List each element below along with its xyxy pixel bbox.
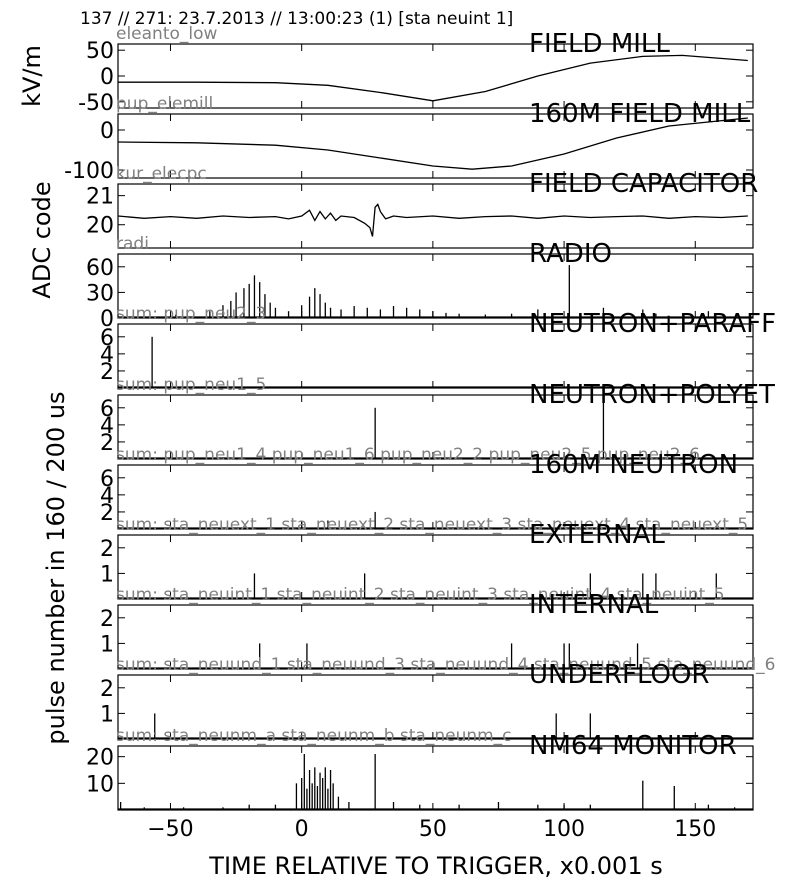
y-tick-label: 2 — [100, 501, 114, 526]
y-tick-label: 60 — [86, 256, 114, 281]
x-tick-label: 50 — [419, 817, 447, 842]
y-tick-label: 2 — [100, 677, 114, 702]
panel-1: 0 -100 pup_elemill 160M FIELD MILL — [64, 94, 754, 184]
panel-frame — [117, 745, 754, 811]
panel-sensor-label: eleanto_low — [116, 24, 218, 44]
y-label-kvm: kV/m — [18, 45, 46, 107]
panel-title: UNDERFLOOR — [529, 660, 710, 690]
panel-frame — [117, 674, 754, 740]
x-axis-label: TIME RELATIVE TO TRIGGER, x0.001 s — [208, 852, 662, 880]
panel-4: 642 sum: pup_neu2_3 NEUTRON+PARAFF — [100, 304, 776, 389]
x-tick-label: −50 — [147, 817, 193, 842]
panel-8: 21 sum: sta_neuint_1 sta_neuint_2 sta_neu… — [100, 585, 754, 670]
panel-sensor-label: kur_elecpc — [116, 164, 207, 184]
panel-title: 160M NEUTRON — [529, 450, 738, 480]
y-tick-label: 0 — [100, 119, 114, 144]
series-line — [117, 117, 748, 170]
panel-sensor-label: sum: sta_neuund_1 sta_neuund_3 sta_neuun… — [116, 655, 775, 675]
panel-title: NM64 MONITOR — [529, 731, 737, 761]
panel-9: 21 sum: sta_neuund_1 sta_neuund_3 sta_neu… — [100, 655, 775, 740]
panel-6: 642 sum: pup_neu1_4 pup_neu1_6 pup_neu2_2… — [100, 445, 754, 530]
y-tick-label: 6 — [100, 467, 114, 492]
y-tick-label: 1 — [100, 632, 114, 657]
panel-title: INTERNAL — [529, 590, 659, 620]
panel-0: 500-50 eleanto_low FIELD MILL — [78, 24, 754, 116]
panel-frame — [117, 604, 754, 670]
y-tick-label: 2 — [100, 607, 114, 632]
panel-title: EXTERNAL — [529, 520, 665, 550]
y-tick-label: -100 — [64, 159, 114, 184]
panel-7: 21 sum: sta_neuext_1 sta_neuext_2 sta_neu… — [100, 515, 754, 600]
panel-sensor-label: pup_elemill — [116, 94, 213, 114]
y-tick-label: 1 — [100, 562, 114, 587]
y-tick-label: 4 — [100, 484, 114, 509]
x-tick-label: 100 — [543, 817, 585, 842]
panel-sensor-label: sum: pup_neu1_5 — [116, 375, 266, 395]
y-tick-label: 20 — [86, 746, 114, 771]
y-tick-label: -50 — [78, 91, 114, 116]
panel-sensor-label: radi — [116, 234, 149, 254]
panel-sensor-label: sum: sta_neuint_1 sta_neuint_2 sta_neuin… — [116, 585, 725, 605]
panel-frame — [117, 113, 754, 179]
y-tick-label: 4 — [100, 343, 114, 368]
panel-title: 160M FIELD MILL — [529, 99, 751, 129]
y-label-pulse: pulse number in 160 / 200 us — [42, 391, 70, 744]
y-tick-label: 0 — [100, 65, 114, 90]
panel-title: FIELD CAPACITOR — [529, 169, 758, 199]
y-tick-label: 4 — [100, 414, 114, 439]
x-tick-label: 0 — [295, 817, 309, 842]
y-label-adc: ADC code — [28, 181, 56, 298]
x-tick-label: 150 — [674, 817, 716, 842]
series-line — [118, 54, 748, 102]
y-tick-label: 2 — [100, 431, 114, 456]
panel-frame — [117, 534, 754, 600]
y-tick-label: 2 — [100, 360, 114, 385]
series-line — [117, 203, 748, 237]
panel-2: 21 20 kur_elecpc FIELD CAPACITOR — [86, 164, 758, 249]
panel-frame — [117, 323, 754, 389]
panel-frame — [117, 253, 754, 319]
panel-title: FIELD MILL — [529, 29, 670, 59]
panel-title: NEUTRON+PARAFF — [529, 309, 776, 339]
y-tick-label: 1 — [100, 702, 114, 727]
panel-frame — [117, 394, 754, 460]
y-tick-label: 6 — [100, 397, 114, 422]
panel-title: NEUTRON+POLYET — [529, 380, 775, 410]
y-tick-label: 50 — [86, 39, 114, 64]
panel-5: 642 sum: pup_neu1_5 NEUTRON+POLYET — [100, 375, 775, 460]
panel-sensor-label: sum: pup_neu2_3 — [116, 304, 266, 324]
panel-sensor-label: sum: sta_neuext_1 sta_neuext_2 sta_neuex… — [116, 515, 748, 535]
panel-frame — [117, 464, 754, 530]
y-tick-label: 2 — [100, 537, 114, 562]
y-tick-label: 21 — [86, 185, 114, 210]
panel-title: RADIO — [529, 239, 612, 269]
y-tick-label: 10 — [86, 772, 114, 797]
y-tick-label: 6 — [100, 326, 114, 351]
y-tick-label: 30 — [86, 281, 114, 306]
y-tick-label: 20 — [86, 214, 114, 239]
panel-sensor-label: sum: pup_neu1_4 pup_neu1_6 pup_neu2_2 pu… — [116, 445, 700, 465]
y-tick-label: 0 — [100, 307, 114, 332]
panel-sensor-label: sum: sta_neunm_a sta_neunm_b sta_neunm_c — [116, 726, 512, 746]
header-text: 137 // 271: 23.7.2013 // 13:00:23 (1) [s… — [80, 9, 513, 29]
